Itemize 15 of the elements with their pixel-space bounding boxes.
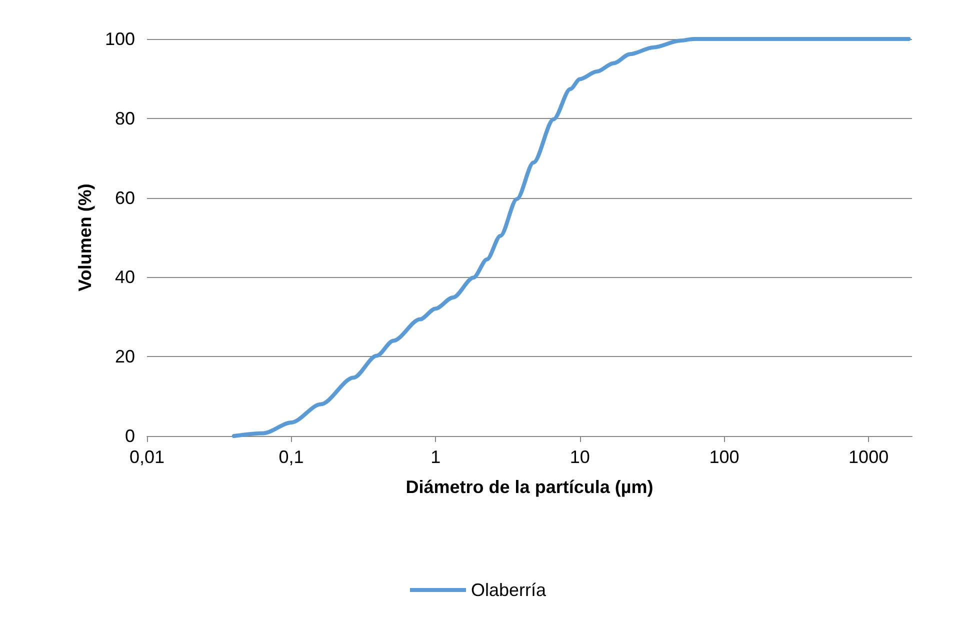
y-tick-label: 40 <box>114 267 135 288</box>
x-tick-label: 0,1 <box>278 447 304 467</box>
y-tick-label: 80 <box>114 108 135 128</box>
y-tick-label: 0 <box>124 426 135 446</box>
x-tick-label: 10 <box>570 447 590 467</box>
y-axis-title: Volumen (%) <box>75 184 96 292</box>
y-tick-label: 100 <box>104 29 135 49</box>
x-tick-label: 100 <box>709 447 740 467</box>
x-tick-label: 1000 <box>848 447 889 467</box>
x-tick-label: 0,01 <box>129 447 165 467</box>
y-tick-label: 20 <box>114 346 135 367</box>
x-tick-label: 1 <box>430 447 441 467</box>
y-tick-label: 60 <box>114 188 135 208</box>
x-axis-title: Diámetro de la partícula (µm) <box>406 477 654 497</box>
legend-label: Olaberría <box>470 580 548 600</box>
